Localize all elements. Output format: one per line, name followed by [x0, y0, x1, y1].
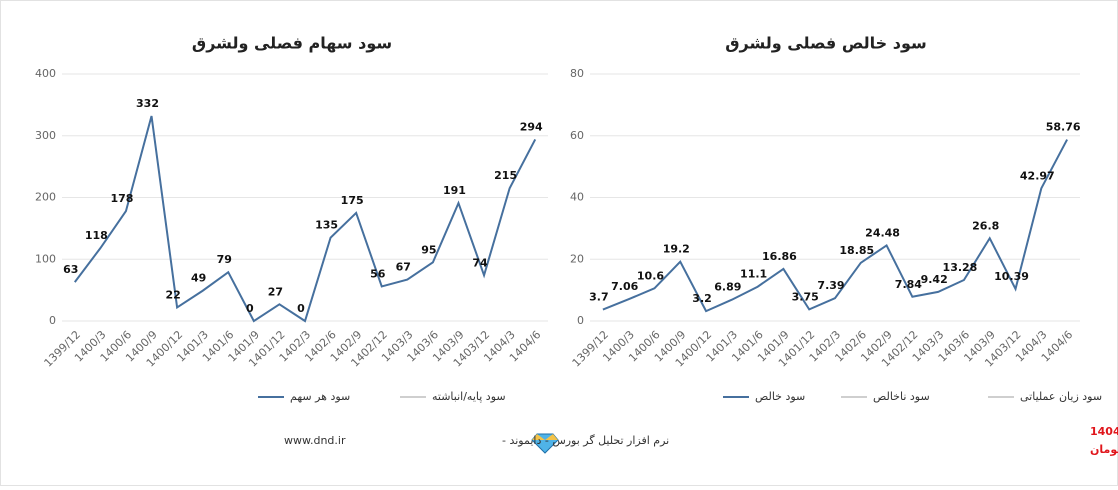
- y-tick-label: 60: [570, 129, 584, 142]
- data-label: 67: [396, 261, 411, 274]
- y-tick-label: 0: [577, 314, 584, 327]
- data-label: 16.86: [762, 250, 797, 263]
- legend-label: سود هر سهم: [290, 390, 350, 403]
- chart-title: سود سهام فصلی ولشرق: [192, 34, 392, 53]
- series-line: [73, 115, 537, 323]
- footer-text: نرم افزار تحلیل گر بورس - دایموند -: [502, 434, 669, 447]
- data-label: 118: [85, 229, 108, 242]
- data-label: 0: [297, 302, 305, 315]
- data-label: 7.39: [817, 279, 844, 292]
- data-label: 3.7: [589, 291, 609, 304]
- y-tick-label: 20: [570, 252, 584, 265]
- y-tick-label: 300: [35, 129, 56, 142]
- chart-title: سود خالص فصلی ولشرق: [725, 34, 927, 53]
- data-label: 19.2: [663, 243, 690, 256]
- data-label: 11.1: [740, 268, 767, 281]
- data-label: 135: [315, 219, 338, 232]
- data-label: 175: [341, 194, 364, 207]
- note: * تمام قیمت میلیارد تومان: [1090, 443, 1118, 456]
- y-tick-label: 100: [35, 252, 56, 265]
- data-label: 191: [443, 184, 466, 197]
- data-label: 63: [63, 263, 78, 276]
- footer-url: www.dnd.ir: [284, 434, 346, 447]
- data-label: 178: [110, 192, 133, 205]
- y-tick-label: 200: [35, 191, 56, 204]
- legend-label: سود ناخالص: [873, 390, 930, 403]
- y-tick-label: 400: [35, 67, 56, 80]
- y-tick-label: 40: [570, 191, 584, 204]
- data-label: 9.42: [921, 273, 948, 286]
- data-label: 95: [421, 243, 436, 256]
- note: * سال مالی 1404/09/30: [1090, 425, 1118, 438]
- legend-label: سود خالص: [755, 390, 805, 403]
- data-label: 10.6: [637, 269, 664, 282]
- data-label: 74: [472, 256, 488, 269]
- data-label: 332: [136, 97, 159, 110]
- data-label: 7.84: [895, 278, 922, 291]
- data-label: 22: [165, 288, 180, 301]
- data-label: 6.89: [714, 281, 741, 294]
- legend-label: سود زیان عملیاتی: [1020, 390, 1102, 403]
- logo: [531, 433, 559, 454]
- y-tick-label: 0: [49, 314, 56, 327]
- data-label: 294: [520, 120, 543, 133]
- data-label: 13.28: [943, 261, 978, 274]
- data-label: 18.85: [839, 244, 874, 257]
- data-label: 10.39: [994, 270, 1029, 283]
- legend-label: سود پایه/انباشته: [432, 390, 506, 403]
- y-tick-label: 80: [570, 67, 584, 80]
- data-label: 26.8: [972, 219, 999, 232]
- data-label: 0: [246, 302, 254, 315]
- data-label: 3.2: [692, 292, 712, 305]
- data-label: 24.48: [865, 226, 900, 239]
- data-label: 42.97: [1020, 169, 1055, 182]
- series-line: [602, 139, 1068, 313]
- data-label: 3.75: [792, 290, 819, 303]
- data-label: 79: [217, 253, 232, 266]
- data-label: 56: [370, 267, 386, 280]
- data-label: 7.06: [611, 280, 638, 293]
- data-label: 58.76: [1046, 121, 1081, 134]
- data-label: 49: [191, 272, 206, 285]
- data-label: 27: [268, 285, 283, 298]
- data-label: 215: [494, 169, 517, 182]
